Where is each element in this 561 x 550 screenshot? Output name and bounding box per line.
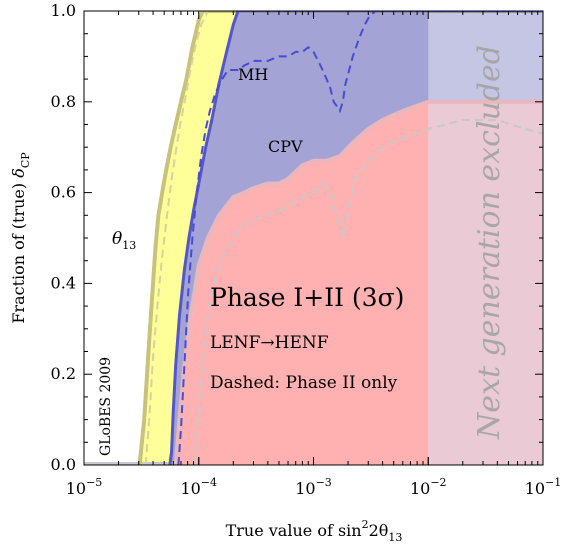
y-tick-label: 0.4 [51,273,76,292]
x-tick-label: 10−3 [295,476,332,498]
dashed-cpv-phase-ii-only [193,119,543,465]
y-tick-label: 1.0 [51,1,76,20]
phase-label: Phase I+II (3σ) [210,283,404,312]
x-title-sup: 2 [362,518,369,531]
excluded-region-label: Next generation excluded [472,45,507,440]
x-title-sub: 13 [388,531,402,544]
theta13-label: θ13 [112,229,136,252]
theta13-subscript: 13 [122,239,136,252]
y-title-sub: CP [19,152,32,168]
excluded-region [428,11,543,465]
x-title-mid: 2θ [369,521,389,540]
y-axis-title: Fraction of (true) δCP [9,152,32,324]
dashed-note: Dashed: Phase II only [210,373,398,393]
boundary-13 [137,11,543,465]
x-axis-title: True value of sin22θ13 [226,518,403,544]
x-tick-label: 10−5 [66,476,103,498]
y-title-delta: δ [9,168,28,178]
mh-label: MH [238,65,268,84]
baseline-strip [84,462,174,465]
y-tick-label: 0.8 [51,92,76,111]
globes-credit: GLoBES 2009 [98,357,114,456]
y-tick-label: 0.6 [51,183,76,202]
x-tick-label: 10−2 [410,476,447,498]
x-tick-label: 10−4 [180,476,217,498]
boundary-mh [168,11,543,465]
lenf-henf-label: LENF→HENF [210,333,329,353]
cpv-label: CPV [268,137,303,156]
boundary-cpv [173,99,543,465]
dashed-mh-phase-ii-only [177,11,543,465]
dashed-13-phase-ii-only [144,11,209,465]
y-tick-label: 0.2 [51,364,76,383]
x-tick-label: 10−1 [525,476,561,498]
y-tick-label: 0.0 [51,455,76,474]
theta13-symbol: θ [112,229,122,249]
